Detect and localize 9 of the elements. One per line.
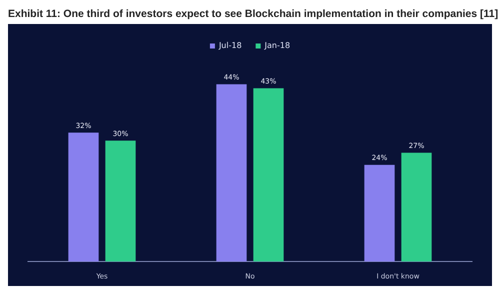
bar xyxy=(105,140,136,262)
bar xyxy=(253,88,284,262)
bar xyxy=(401,152,432,262)
bar xyxy=(216,84,247,262)
legend-label: Jan-18 xyxy=(264,41,290,50)
bar xyxy=(68,132,99,262)
chart-title: Exhibit 11: One third of investors expect to see Blockchain implementation in their companies [11] xyxy=(8,8,498,22)
bar xyxy=(364,164,395,262)
legend-label: Jul-18 xyxy=(218,41,242,50)
